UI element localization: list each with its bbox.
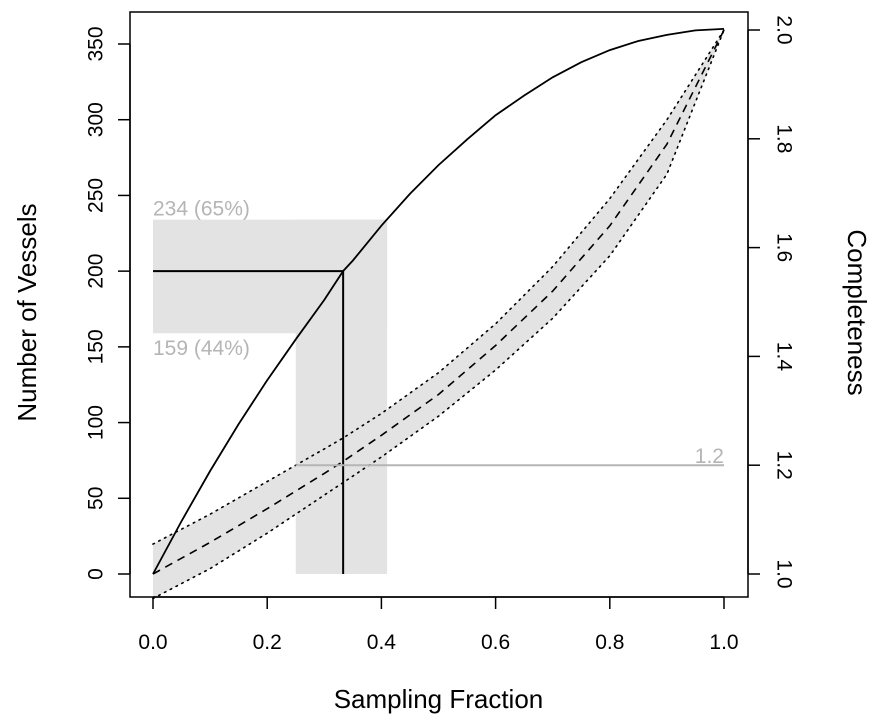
confidence-band xyxy=(153,30,724,599)
x-tick-label: 0.4 xyxy=(367,631,397,654)
y2-tick-label: 2.0 xyxy=(773,15,796,44)
y2-tick-label: 1.4 xyxy=(773,342,796,372)
x-axis-label: Sampling Fraction xyxy=(334,684,544,714)
annotation-completeness: 1.2 xyxy=(695,445,724,468)
completeness-upper-line xyxy=(152,29,725,545)
y2-axis-label: Completeness xyxy=(842,229,872,395)
y-tick-label: 250 xyxy=(84,178,107,213)
interval-bands xyxy=(153,219,388,574)
completeness-line xyxy=(152,29,725,575)
x-tick-label: 0.2 xyxy=(253,631,282,654)
completeness-confidence-fill xyxy=(153,30,724,599)
y-tick-label: 0 xyxy=(84,568,107,580)
y-tick-label: 200 xyxy=(84,254,107,289)
x-tick-label: 0.0 xyxy=(138,631,167,654)
y2-tick-label: 1.8 xyxy=(773,124,796,153)
vessels-line xyxy=(152,28,725,575)
y-tick-label: 300 xyxy=(84,102,107,137)
y2-tick-label: 1.0 xyxy=(773,559,796,588)
y-tick-label: 50 xyxy=(84,487,107,510)
y2-tick-label: 1.2 xyxy=(773,451,796,480)
axes: 0.0 0.2 0.4 0.6 0.8 1.0 0 50 100 150 200 250 300 350 1… xyxy=(84,11,796,654)
x-tick-label: 0.8 xyxy=(595,631,624,654)
annotation-upper: 234 (65%) xyxy=(153,198,250,221)
y-tick-label: 100 xyxy=(84,405,107,440)
completeness-lower-line xyxy=(152,29,725,600)
fraction-range-band xyxy=(295,219,388,574)
y-tick-label: 350 xyxy=(84,26,107,61)
y2-tick-label: 1.6 xyxy=(773,233,796,262)
y-axis-label: Number of Vessels xyxy=(12,203,42,421)
series-lines xyxy=(152,28,725,600)
annotation-lower: 159 (44%) xyxy=(153,337,250,360)
x-tick-label: 0.6 xyxy=(481,631,510,654)
x-tick-label: 1.0 xyxy=(709,631,738,654)
guide-lines xyxy=(153,270,724,574)
y-tick-label: 150 xyxy=(84,329,107,364)
